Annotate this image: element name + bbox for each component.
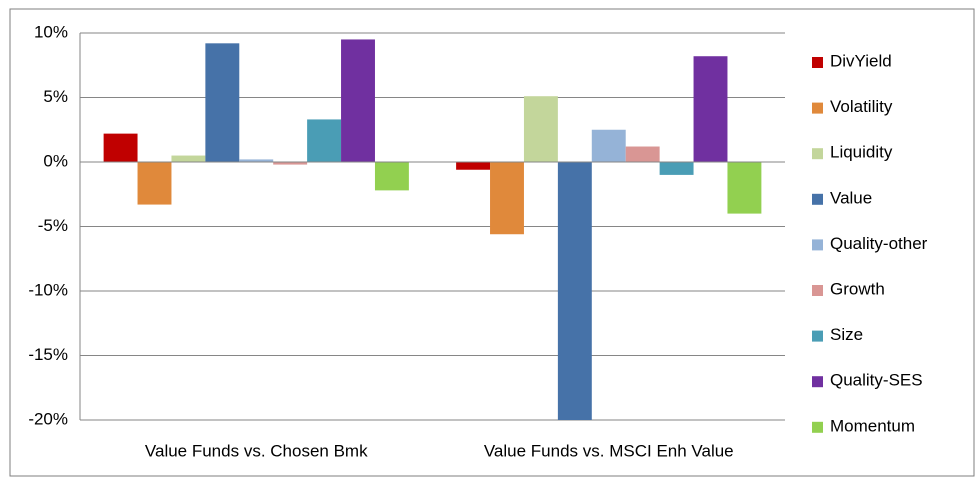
y-tick-label: 0% xyxy=(43,151,68,170)
bar xyxy=(205,43,240,162)
y-tick-label: -15% xyxy=(28,345,68,364)
bar xyxy=(374,162,409,191)
y-tick-label: -20% xyxy=(28,409,68,428)
y-tick-label: -10% xyxy=(28,280,68,299)
legend-label: Volatility xyxy=(830,97,893,116)
bar xyxy=(456,162,491,170)
legend-swatch xyxy=(812,239,823,251)
y-tick-label: 10% xyxy=(34,22,68,41)
bar xyxy=(557,162,592,420)
bar xyxy=(625,146,660,162)
legend-swatch xyxy=(812,285,823,296)
x-tick-label: Value Funds vs. Chosen Bmk xyxy=(145,441,368,460)
bar xyxy=(137,162,172,205)
y-tick-label: 5% xyxy=(43,87,68,106)
legend-label: Liquidity xyxy=(830,143,893,162)
bar xyxy=(307,119,342,162)
bar xyxy=(239,159,274,162)
legend-label: Growth xyxy=(830,279,885,298)
legend-swatch xyxy=(812,376,823,388)
bar xyxy=(490,162,524,235)
bar xyxy=(103,133,138,162)
legend-swatch xyxy=(812,148,823,160)
bar xyxy=(171,155,206,162)
legend-swatch xyxy=(812,102,823,114)
bar xyxy=(659,162,694,175)
bar xyxy=(591,129,626,162)
legend-label: DivYield xyxy=(830,51,892,70)
y-tick-label: -5% xyxy=(38,216,68,235)
legend-label: Quality-other xyxy=(830,234,928,253)
bar xyxy=(341,39,375,163)
legend-swatch xyxy=(812,421,823,433)
legend-label: Momentum xyxy=(830,416,915,435)
x-tick-label: Value Funds vs. MSCI Enh Value xyxy=(484,441,734,460)
legend-label: Size xyxy=(830,325,863,344)
legend-label: Quality-SES xyxy=(830,371,923,390)
legend-swatch xyxy=(812,330,823,342)
bar xyxy=(727,162,762,214)
bar xyxy=(273,162,308,165)
bar xyxy=(693,56,728,162)
legend-label: Value xyxy=(830,188,872,207)
legend-swatch xyxy=(812,57,823,68)
bar xyxy=(523,96,558,162)
legend-swatch xyxy=(812,193,823,205)
